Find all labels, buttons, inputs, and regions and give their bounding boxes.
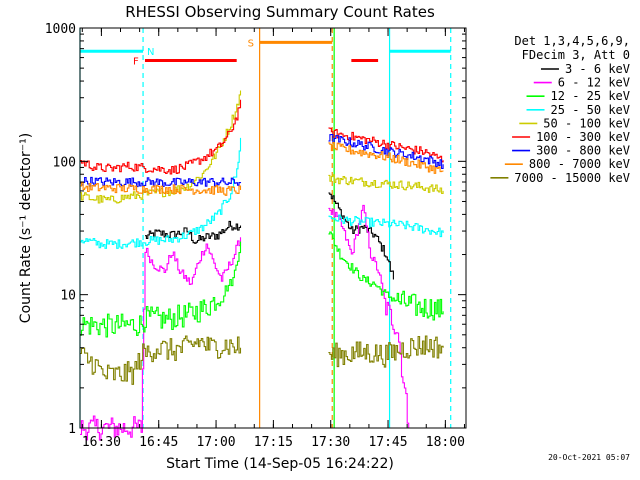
series-1-trace-1 — [328, 204, 410, 428]
series-3-trace-1 — [328, 214, 444, 238]
series-6-trace-0 — [80, 176, 242, 188]
series-2-trace-0 — [80, 241, 242, 338]
state-bar-label-2: S — [248, 38, 254, 49]
series-1-trace-0 — [80, 237, 242, 441]
series-7-trace-1 — [328, 141, 444, 174]
chart-title: RHESSI Observing Summary Count Rates — [125, 3, 435, 21]
legend: Det 1,3,4,5,6,9, FDecim 3, Att 0 3 - 6 k… — [490, 34, 630, 185]
legend-entry-2: 12 - 25 keV — [551, 89, 630, 103]
x-tick-label-6: 18:00 — [426, 435, 465, 450]
legend-entry-5: 100 - 300 keV — [536, 130, 630, 144]
legend-entry-8: 7000 - 15000 keV — [514, 171, 630, 185]
x-tick-label-1: 16:45 — [139, 435, 178, 450]
series-0-trace-0 — [145, 220, 242, 244]
legend-header-line-1: Det 1,3,4,5,6,9, — [514, 34, 630, 48]
state-bar-label-1: N — [147, 47, 154, 58]
legend-entry-4: 50 - 100 keV — [543, 116, 630, 130]
legend-header-line-2: FDecim 3, Att 0 — [522, 48, 630, 62]
x-tick-label-3: 17:15 — [254, 435, 293, 450]
legend-entry-3: 25 - 50 keV — [551, 103, 630, 117]
state-bar-label-0: F — [133, 57, 139, 68]
series-7-trace-0 — [80, 182, 242, 196]
y-tick-label-3: 1000 — [45, 22, 76, 37]
footer-date: 20-Oct-2021 05:07 — [548, 453, 630, 462]
y-axis-label: Count Rate (s⁻¹ detector⁻¹) — [18, 133, 34, 323]
series-4-trace-1 — [328, 174, 444, 194]
legend-entry-1: 6 - 12 keV — [558, 76, 630, 90]
axes: 1 10 100 1000 16:30 16:45 17:00 17:15 17:30 17:45… — [45, 22, 467, 450]
legend-entry-0: 3 - 6 keV — [565, 62, 630, 76]
y-tick-label-2: 100 — [53, 155, 76, 170]
x-axis-label: Start Time (14-Sep-05 16:24:22) — [166, 456, 394, 472]
x-tick-label-0: 16:30 — [82, 435, 121, 450]
legend-entry-6: 300 - 800 keV — [536, 144, 630, 158]
y-tick-label-0: 1 — [68, 422, 76, 437]
y-tick-label-1: 10 — [60, 289, 76, 304]
series-2-trace-1 — [328, 231, 444, 321]
x-tick-label-2: 17:00 — [196, 435, 235, 450]
series-0-trace-1 — [328, 192, 394, 280]
legend-entry-7: 800 - 7000 keV — [529, 157, 630, 171]
series-8-trace-1 — [328, 335, 444, 368]
series-5-trace-0 — [80, 99, 242, 175]
series-5-trace-1 — [328, 127, 444, 163]
series-6-trace-1 — [328, 133, 444, 170]
x-tick-label-4: 17:30 — [311, 435, 350, 450]
series-8-trace-0 — [80, 335, 242, 385]
x-tick-label-5: 17:45 — [368, 435, 407, 450]
series-3-trace-0 — [80, 137, 242, 249]
